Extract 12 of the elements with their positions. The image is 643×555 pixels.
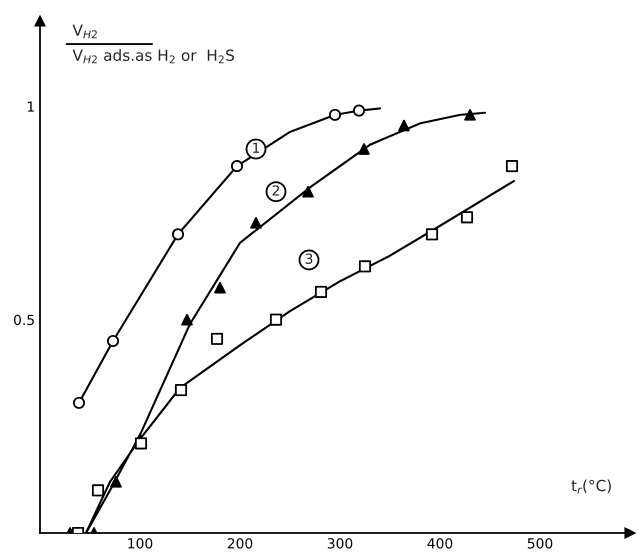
annotation: 3 bbox=[306, 253, 312, 264]
annotation: 2 bbox=[272, 185, 280, 196]
x-tick-label: 100 bbox=[128, 538, 152, 549]
y-axis-title: V$_{H2}$ bbox=[72, 24, 97, 38]
annotation: 1 bbox=[253, 142, 260, 153]
annotation: V$_{H2}$ ads.as H$_{2}$ or H$_{2}$S bbox=[72, 49, 234, 64]
x-tick-label: 200 bbox=[228, 538, 252, 549]
x-tick-label: 500 bbox=[528, 538, 552, 549]
y-tick-label: 0.5 bbox=[14, 314, 34, 326]
x-tick-label: 300 bbox=[328, 538, 352, 549]
x-tick-label: 400 bbox=[427, 538, 452, 549]
x-axis-title: t$_{r}$(°C) bbox=[571, 480, 611, 494]
